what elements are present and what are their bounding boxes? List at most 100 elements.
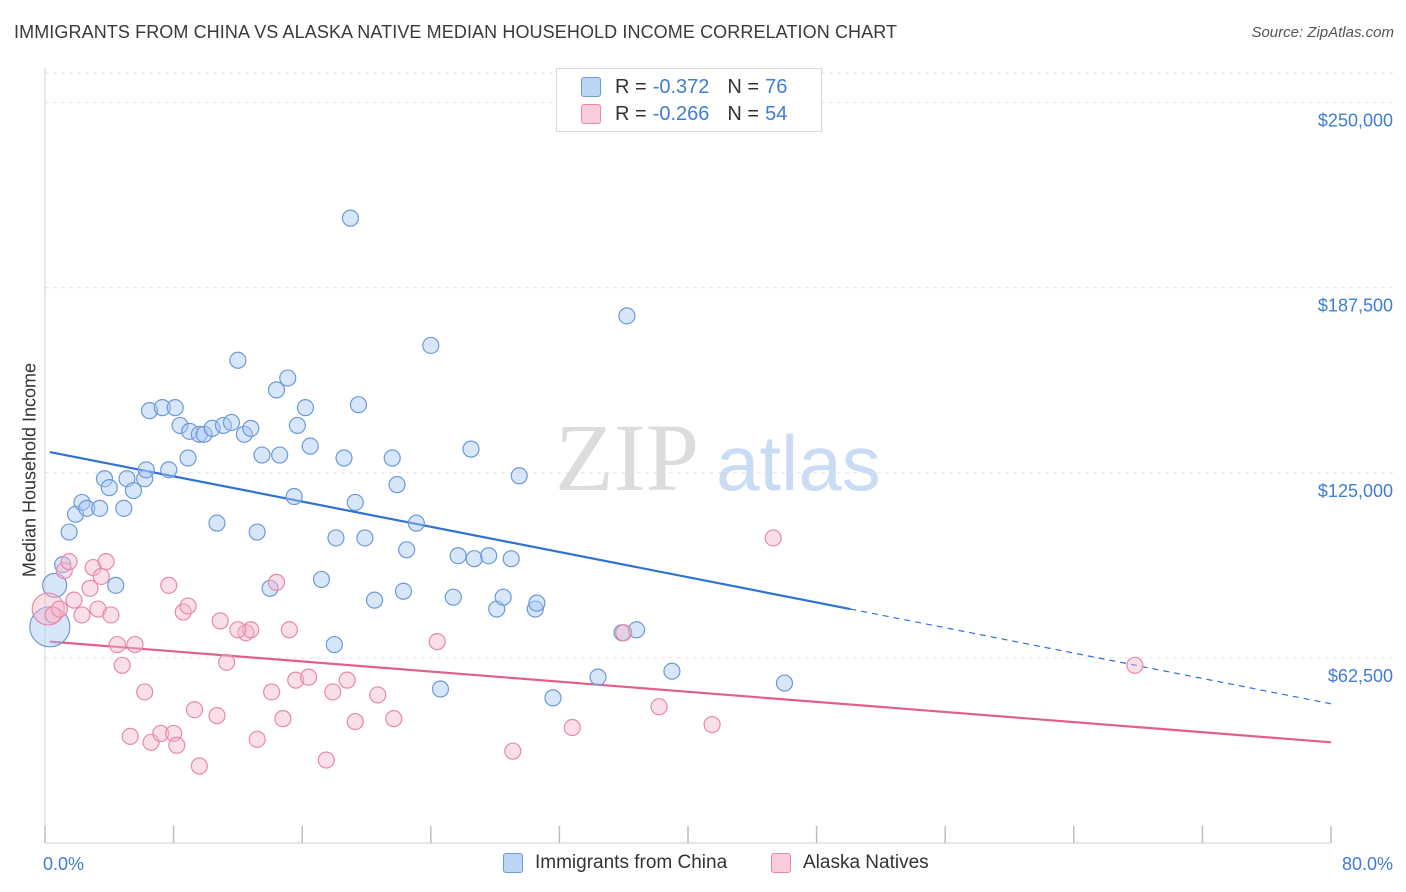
point-china [346,493,364,512]
trend-lines [49,450,1332,744]
point-alaska [73,606,91,624]
point-china [166,399,184,417]
point-alaska [185,701,204,719]
point-china [115,499,133,517]
point-alaska [136,683,154,701]
point-china [100,479,118,497]
point-china [95,470,114,488]
point-china [179,449,197,467]
point-china [431,680,450,698]
point-alaska [55,561,73,580]
point-china [171,416,189,435]
point-alaska [179,597,197,615]
y-tick-label: $187,500 [1318,296,1393,316]
source-label: Source: ZipAtlas.com [1251,24,1394,41]
point-alaska [274,710,292,728]
point-china [325,635,343,654]
point-china [663,662,681,680]
point-china [398,541,416,559]
point-china [248,523,266,541]
point-china [296,399,315,417]
point-china [301,437,319,455]
point-alaska [504,742,522,760]
point-alaska [703,715,721,734]
trend-line-china [49,450,851,611]
point-alaska [65,591,83,609]
point-china [494,588,512,606]
point-alaska [168,736,186,754]
r-value: -0.372 [652,75,710,98]
point-china [78,499,96,517]
point-china [137,461,155,479]
point-alaska [97,553,115,571]
point-china [510,467,528,485]
point-china [203,419,221,437]
correlation-legend: R = -0.372 N = 76 R = -0.266 N = 54 [556,68,822,132]
point-china [267,381,286,399]
point-china [775,674,794,692]
x-tick-label-max: 80.0% [1342,854,1393,874]
y-tick-label: $62,500 [1328,666,1393,686]
point-china [229,351,247,369]
china-swatch [581,77,601,97]
watermark-atlas: atlas [716,419,881,507]
point-china [107,576,125,594]
point-china [285,487,303,506]
point-alaska [369,686,387,704]
point-alaska [190,757,208,775]
point-china [124,481,143,500]
n-label: N = [727,102,760,125]
point-alaska [108,635,126,654]
x-tick-label-min: 0.0% [43,854,84,874]
point-china [341,209,360,227]
point-china [526,600,544,618]
point-alaska [263,683,281,701]
legend-label-alaska: Alaska Natives [803,852,929,873]
trend-line-alaska [49,640,1332,744]
point-alaska [242,621,260,639]
point-china [462,440,480,458]
r-label: R = [615,102,647,125]
point-china [222,413,241,432]
point-china [356,529,374,547]
n-value: 76 [765,75,788,98]
point-alaska [102,606,120,624]
watermark-zip: ZIP [555,404,699,511]
point-alaska [338,671,356,689]
point-alaska [229,621,247,639]
point-china [365,591,384,609]
point-alaska [317,751,335,769]
point-china [627,621,646,639]
point-alaska [92,567,110,586]
point-china [140,402,159,420]
y-tick-label: $250,000 [1318,111,1393,131]
point-china [242,419,260,437]
r-label: R = [615,75,647,98]
chart-title: IMMIGRANTS FROM CHINA VS ALASKA NATIVE M… [14,22,898,42]
point-alaska [218,653,236,671]
point-alaska [650,698,668,716]
point-china [153,399,171,417]
point-china [235,425,253,443]
point-alaska [300,668,318,686]
point-china [327,529,345,547]
point-china [407,514,425,532]
point-china [312,570,331,589]
point-china [383,449,401,467]
point-china [42,572,68,598]
point-china [544,689,562,707]
point-china [279,369,297,387]
point-china [449,547,467,565]
gridlines [45,72,1395,659]
point-alaska [208,707,226,725]
point-china [91,499,109,517]
n-label: N = [727,75,760,98]
point-china [335,449,353,467]
point-china [349,396,368,414]
n-value: 54 [765,102,788,125]
point-china [444,588,462,606]
point-alaska [50,600,69,618]
tick-labels: $62,500 $125,000 $187,500 $250,000 0.0% 80.0% [43,111,1393,874]
point-alaska [1126,656,1144,674]
point-china [394,582,413,600]
